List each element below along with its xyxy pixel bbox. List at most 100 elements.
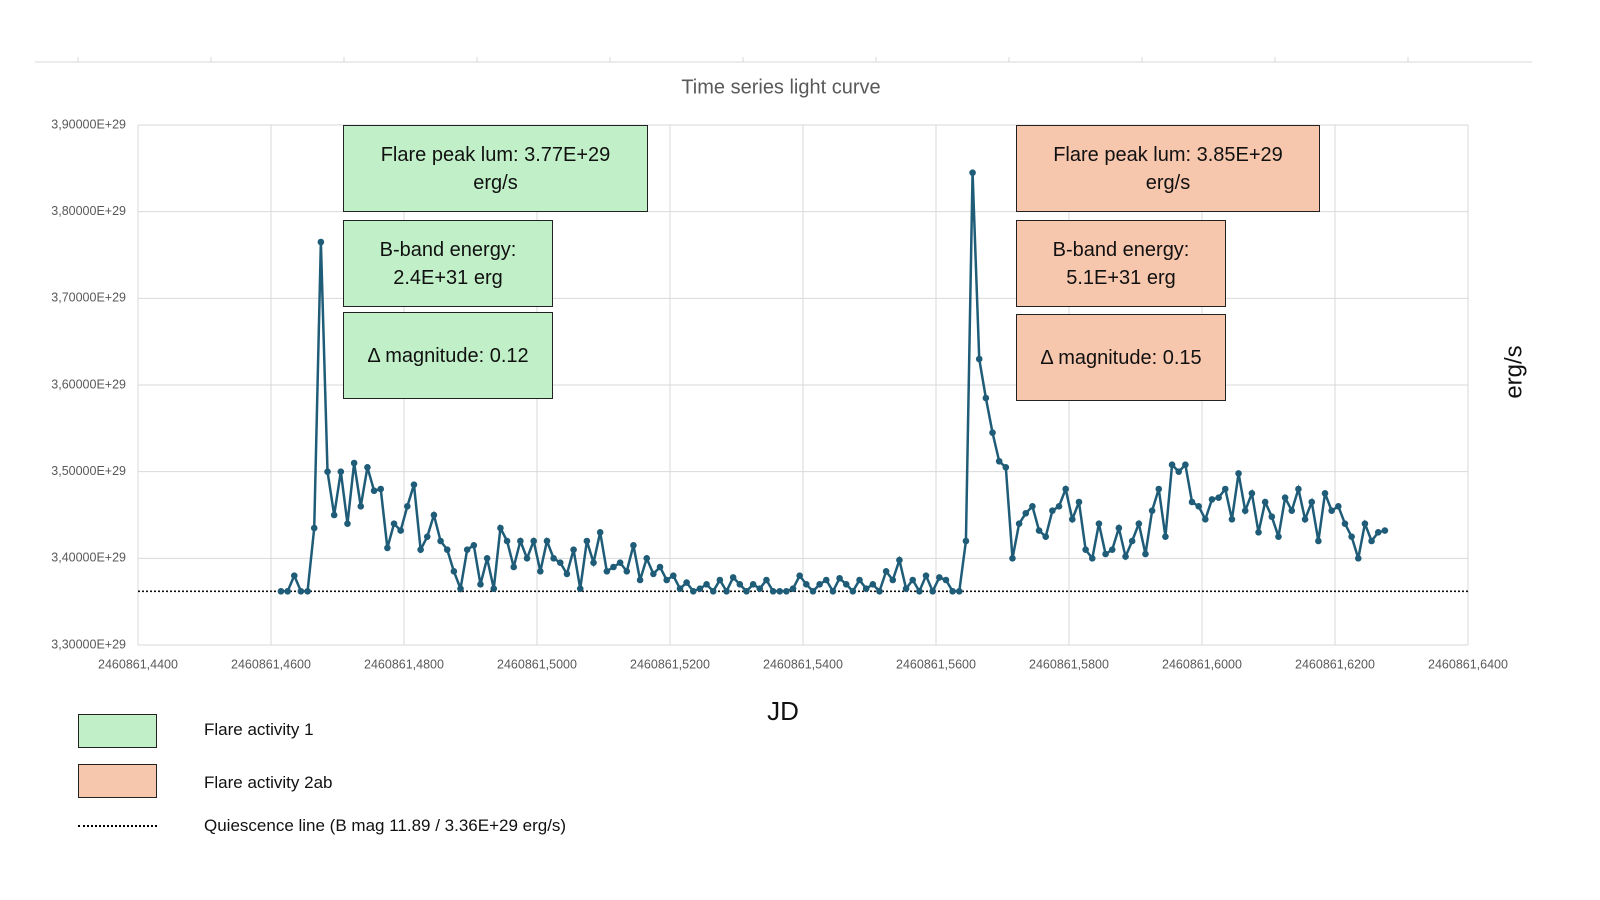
data-point [643, 555, 651, 562]
data-point [517, 537, 524, 545]
data-point [882, 568, 890, 575]
data-point [1009, 555, 1016, 562]
data-point [1354, 555, 1362, 562]
data-point [576, 585, 584, 592]
data-point [922, 572, 930, 579]
data-point [729, 574, 737, 581]
data-point [537, 568, 544, 575]
data-point [1368, 537, 1375, 545]
data-point [783, 587, 790, 595]
data-point [836, 574, 843, 582]
data-point [596, 529, 604, 536]
data-point [969, 169, 976, 176]
data-point [423, 533, 431, 540]
data-point [942, 576, 950, 584]
data-point [696, 585, 704, 592]
data-point [896, 556, 903, 564]
data-point [364, 464, 371, 471]
y-tick-label: 3,80000E+29 [51, 204, 126, 218]
data-point [590, 559, 597, 566]
data-point [1002, 464, 1010, 471]
x-tick-label: 2460861,5600 [896, 657, 976, 671]
data-point [1321, 490, 1329, 497]
data-point [304, 587, 311, 595]
data-point [902, 585, 910, 592]
data-point [290, 572, 298, 579]
data-point [357, 503, 365, 510]
data-point [829, 587, 837, 595]
data-point [909, 576, 917, 584]
data-point [1228, 516, 1236, 523]
legend-line [78, 825, 157, 827]
data-point [310, 524, 318, 532]
data-point [1328, 507, 1335, 514]
data-point [1281, 494, 1289, 501]
data-point [1015, 520, 1023, 527]
data-point [483, 555, 491, 562]
data-point [550, 555, 557, 562]
data-point [1248, 490, 1256, 497]
data-point [1268, 513, 1276, 521]
y-tick-label: 3,70000E+29 [51, 291, 126, 305]
x-tick-label: 2460861,5200 [630, 657, 710, 671]
data-point [350, 459, 358, 467]
data-point [1108, 546, 1116, 553]
data-point [1195, 503, 1202, 510]
data-point [1335, 503, 1342, 510]
annotation-box: B-band energy: 5.1E+31 erg [1016, 220, 1226, 307]
data-point [543, 537, 551, 545]
data-point [1315, 537, 1322, 545]
data-point [1261, 498, 1269, 506]
annotation-box: Flare peak lum: 3.77E+29 erg/s [343, 125, 648, 212]
annotation-box: B-band energy: 2.4E+31 erg [343, 220, 553, 307]
data-point [1062, 485, 1069, 493]
data-point [1341, 520, 1349, 527]
data-point [636, 576, 644, 584]
data-point [1095, 520, 1103, 527]
data-point [410, 481, 418, 488]
data-point [936, 574, 943, 581]
data-point [1361, 520, 1369, 527]
data-point [889, 576, 897, 584]
y-tick-label: 3,60000E+29 [51, 377, 126, 391]
x-axis-label: JD [767, 696, 799, 726]
data-point [749, 581, 757, 588]
data-point [404, 503, 411, 510]
data-point [1088, 555, 1096, 562]
data-point [1235, 470, 1242, 477]
data-point [975, 355, 983, 363]
data-point [1202, 516, 1209, 523]
x-tick-label: 2460861,6400 [1428, 657, 1508, 671]
data-point [1122, 553, 1129, 560]
data-point [384, 544, 391, 552]
data-point [1301, 516, 1309, 523]
data-point [955, 587, 963, 595]
data-point [477, 581, 484, 588]
data-point [603, 568, 611, 575]
data-point [876, 587, 883, 595]
data-point [716, 576, 724, 584]
data-point [1075, 498, 1083, 506]
data-point [1142, 550, 1149, 558]
data-point [563, 570, 571, 578]
data-point [1082, 546, 1089, 553]
data-point [683, 579, 690, 586]
data-point [809, 587, 817, 595]
data-point [523, 555, 531, 562]
y-tick-label: 3,40000E+29 [51, 551, 126, 565]
data-point [610, 563, 617, 571]
data-point [1348, 533, 1355, 540]
data-point [756, 585, 764, 592]
data-point [776, 587, 784, 595]
data-point [656, 563, 664, 571]
annotation-box: Flare peak lum: 3.85E+29 erg/s [1016, 125, 1320, 212]
data-point [330, 511, 338, 519]
data-point [676, 585, 684, 592]
x-tick-label: 2460861,6200 [1295, 657, 1375, 671]
data-point [623, 568, 631, 575]
data-point [916, 587, 923, 595]
data-point [1128, 537, 1136, 545]
data-point [377, 485, 385, 493]
data-point [417, 546, 424, 553]
data-point [457, 585, 464, 592]
